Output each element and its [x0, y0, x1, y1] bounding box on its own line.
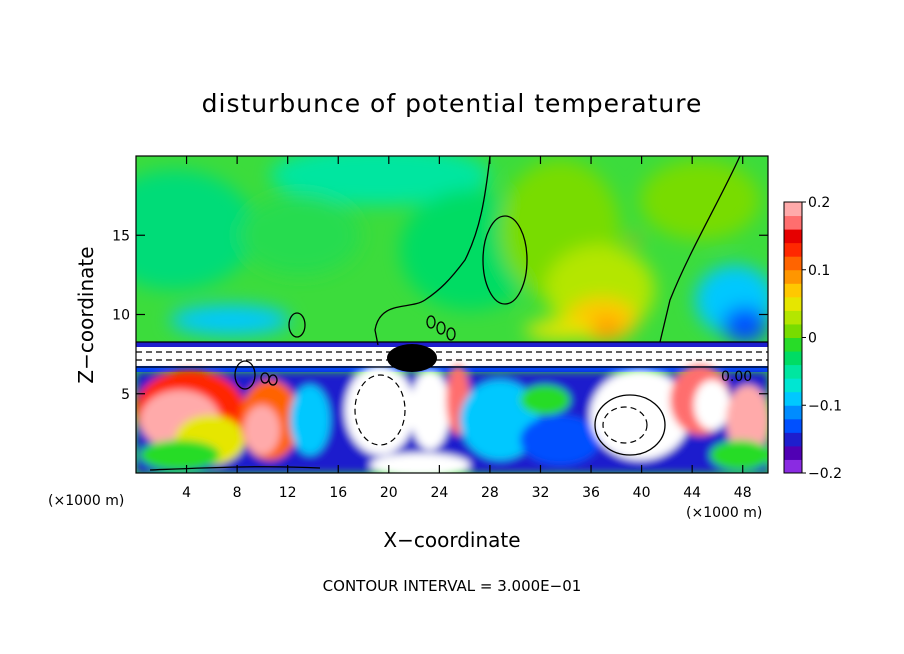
colorbar-swatch	[784, 432, 802, 447]
colorbar-swatch	[784, 269, 802, 284]
colorbar-swatch	[784, 202, 802, 217]
colorbar-swatch	[784, 229, 802, 244]
colorbar-swatch	[784, 405, 802, 420]
x-tick-label: 48	[734, 485, 752, 501]
colorbar-swatch	[784, 391, 802, 406]
heatmap-field	[136, 156, 768, 473]
x-tick-label: 4	[182, 485, 191, 501]
x-unit-left: (×1000 m)	[48, 493, 124, 509]
colorbar-tick-label: 0.2	[808, 195, 830, 211]
colorbar-swatch	[784, 296, 802, 311]
chart-title: disturbunce of potential temperature	[202, 89, 703, 118]
y-axis: 5 10 15	[112, 228, 768, 403]
y-axis-title: Z−coordinate	[74, 246, 98, 383]
colorbar-swatch	[784, 310, 802, 325]
colorbar-swatch	[784, 323, 802, 338]
colorbar-swatch	[784, 283, 802, 298]
colorbar-swatch	[784, 337, 802, 352]
contour-interval-note: CONTOUR INTERVAL = 3.000E−01	[323, 577, 582, 595]
x-tick-label: 28	[481, 485, 499, 501]
x-tick-label: 44	[683, 485, 701, 501]
x-tick-label: 36	[582, 485, 600, 501]
y-tick-label: 5	[121, 387, 130, 403]
colorbar-swatch	[784, 459, 802, 474]
x-tick-label: 12	[279, 485, 297, 501]
x-tick-label: 16	[329, 485, 347, 501]
colorbar-swatch	[784, 364, 802, 379]
colorbar-swatch	[784, 215, 802, 230]
colorbar-swatch	[784, 418, 802, 433]
colorbar-tick-label: −0.2	[808, 466, 842, 482]
y-tick-label: 10	[112, 308, 130, 324]
x-axis-title: X−coordinate	[383, 528, 520, 552]
colorbar-tick-label: 0	[808, 331, 817, 347]
colorbar: 0.2 0.1 0 −0.1 −0.2	[783, 195, 842, 482]
colorbar-swatch	[784, 242, 802, 257]
x-tick-label: 20	[380, 485, 398, 501]
colorbar-swatch	[784, 256, 802, 271]
colorbar-swatch	[784, 351, 802, 366]
colorbar-tick-label: −0.1	[808, 398, 842, 414]
colorbar-swatch	[784, 445, 802, 460]
x-axis: 4 8 12 16 20 24 28 32 36 40 44 48	[182, 156, 752, 501]
contour-label: 0.00	[721, 369, 752, 385]
colorbar-tick-label: 0.1	[808, 263, 830, 279]
colorbar-swatch	[784, 378, 802, 393]
x-tick-label: 24	[430, 485, 448, 501]
x-unit-right: (×1000 m)	[686, 505, 762, 521]
x-tick-label: 32	[532, 485, 550, 501]
x-tick-label: 8	[233, 485, 242, 501]
y-tick-label: 15	[112, 228, 130, 244]
x-tick-label: 40	[633, 485, 651, 501]
